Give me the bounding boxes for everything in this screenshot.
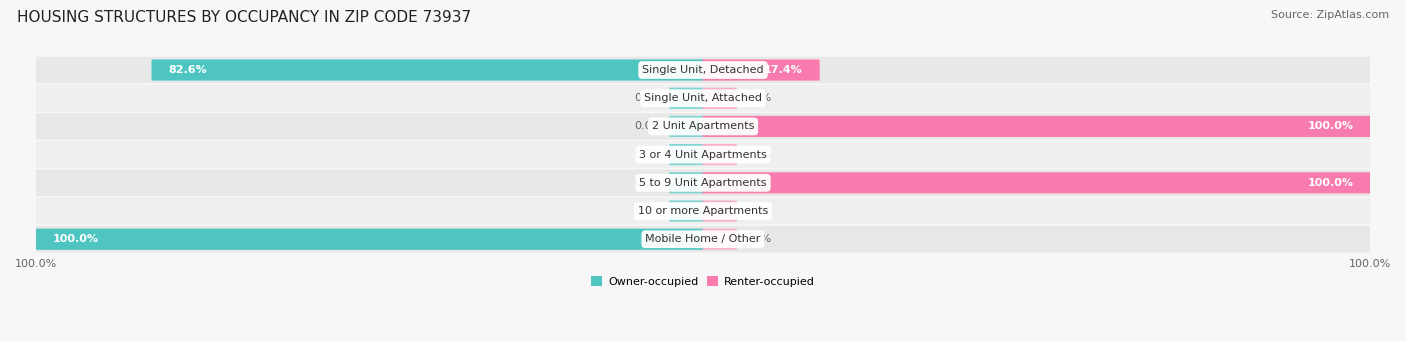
FancyBboxPatch shape xyxy=(703,172,1371,193)
Text: 0.0%: 0.0% xyxy=(634,206,664,216)
FancyBboxPatch shape xyxy=(152,59,703,80)
Text: 2 Unit Apartments: 2 Unit Apartments xyxy=(652,121,754,131)
FancyBboxPatch shape xyxy=(669,201,703,222)
FancyBboxPatch shape xyxy=(669,144,703,165)
Text: 0.0%: 0.0% xyxy=(742,93,772,103)
Text: 5 to 9 Unit Apartments: 5 to 9 Unit Apartments xyxy=(640,178,766,188)
FancyBboxPatch shape xyxy=(35,169,1371,196)
FancyBboxPatch shape xyxy=(35,229,703,250)
Text: Single Unit, Attached: Single Unit, Attached xyxy=(644,93,762,103)
FancyBboxPatch shape xyxy=(35,198,1371,224)
Text: Single Unit, Detached: Single Unit, Detached xyxy=(643,65,763,75)
FancyBboxPatch shape xyxy=(35,226,1371,252)
FancyBboxPatch shape xyxy=(35,113,1371,140)
FancyBboxPatch shape xyxy=(703,201,737,222)
Text: 17.4%: 17.4% xyxy=(763,65,803,75)
FancyBboxPatch shape xyxy=(669,116,703,137)
Text: 82.6%: 82.6% xyxy=(169,65,208,75)
Text: 0.0%: 0.0% xyxy=(634,150,664,160)
Text: Mobile Home / Other: Mobile Home / Other xyxy=(645,234,761,244)
Text: 0.0%: 0.0% xyxy=(742,150,772,160)
Text: 3 or 4 Unit Apartments: 3 or 4 Unit Apartments xyxy=(640,150,766,160)
Legend: Owner-occupied, Renter-occupied: Owner-occupied, Renter-occupied xyxy=(586,272,820,291)
FancyBboxPatch shape xyxy=(669,88,703,109)
Text: 100.0%: 100.0% xyxy=(1308,178,1353,188)
FancyBboxPatch shape xyxy=(35,57,1371,83)
Text: 100.0%: 100.0% xyxy=(53,234,98,244)
Text: 100.0%: 100.0% xyxy=(1308,121,1353,131)
FancyBboxPatch shape xyxy=(703,116,1371,137)
FancyBboxPatch shape xyxy=(703,88,737,109)
FancyBboxPatch shape xyxy=(703,144,737,165)
FancyBboxPatch shape xyxy=(703,229,737,250)
Text: 10 or more Apartments: 10 or more Apartments xyxy=(638,206,768,216)
Text: Source: ZipAtlas.com: Source: ZipAtlas.com xyxy=(1271,10,1389,20)
FancyBboxPatch shape xyxy=(703,59,820,80)
FancyBboxPatch shape xyxy=(35,85,1371,112)
Text: 0.0%: 0.0% xyxy=(742,234,772,244)
Text: 0.0%: 0.0% xyxy=(742,206,772,216)
Text: 0.0%: 0.0% xyxy=(634,178,664,188)
FancyBboxPatch shape xyxy=(35,142,1371,168)
Text: 0.0%: 0.0% xyxy=(634,121,664,131)
FancyBboxPatch shape xyxy=(669,172,703,193)
Text: HOUSING STRUCTURES BY OCCUPANCY IN ZIP CODE 73937: HOUSING STRUCTURES BY OCCUPANCY IN ZIP C… xyxy=(17,10,471,25)
Text: 0.0%: 0.0% xyxy=(634,93,664,103)
